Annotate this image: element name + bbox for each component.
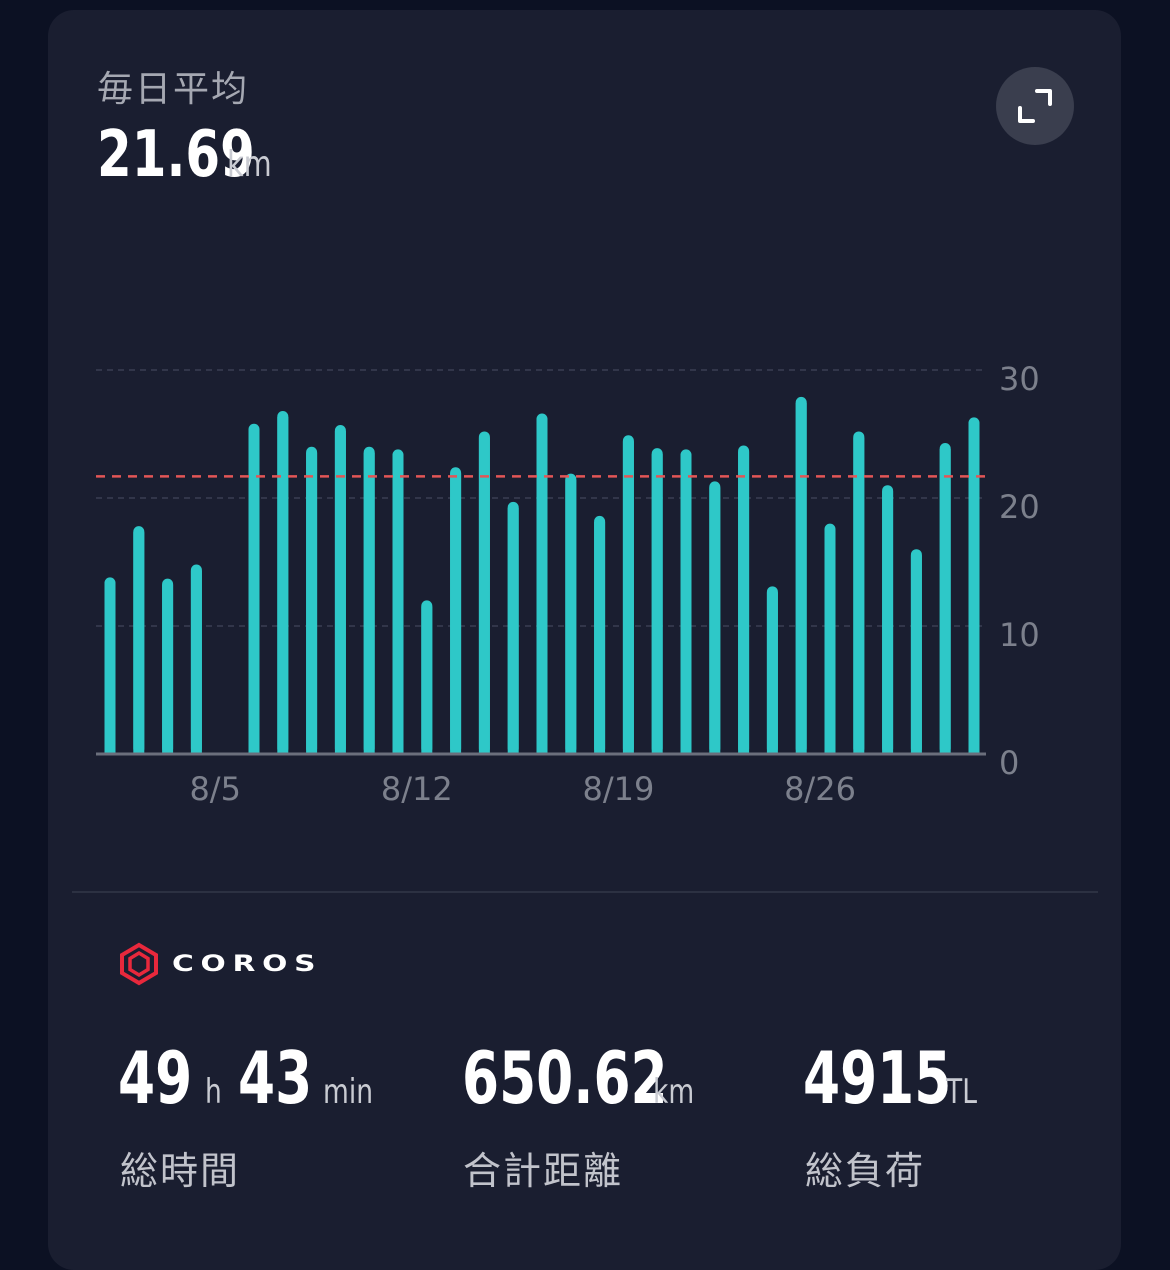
daily-average-label: 毎日平均 (97, 69, 250, 110)
total-distance-label: 合計距離 (463, 1149, 624, 1193)
bar (104, 583, 116, 754)
bar (536, 419, 548, 754)
x-tick-label: 8/19 (582, 770, 654, 808)
x-tick-label: 8/26 (784, 770, 856, 808)
expand-button[interactable] (996, 67, 1074, 145)
total-distance-unit: km (653, 1072, 695, 1112)
bar (795, 402, 807, 754)
bar (478, 437, 490, 754)
x-tick-label: 8/12 (381, 770, 453, 808)
total-load: 4915 TL (803, 1036, 986, 1120)
total-time-minutes: 43 (238, 1036, 313, 1120)
y-tick-label: 20 (999, 488, 1040, 526)
bar (565, 479, 577, 754)
bar (968, 423, 980, 754)
bar (622, 441, 634, 754)
brand: COROS (118, 942, 316, 986)
bar (651, 454, 663, 754)
expand-icon (1018, 89, 1052, 123)
bar (766, 592, 778, 754)
total-time-label: 総時間 (120, 1149, 241, 1193)
bar (910, 555, 922, 754)
bar (824, 529, 836, 754)
bar (277, 416, 289, 754)
bar (450, 473, 462, 754)
total-time-minutes-unit: min (323, 1072, 374, 1112)
daily-average: 21.69 km (97, 118, 283, 192)
bar (882, 491, 894, 754)
daily-distance-chart: 0 10 20 30 8/5 8/12 8/19 8/26 (96, 360, 1040, 808)
bar (190, 570, 202, 754)
bar (507, 507, 519, 754)
bar (709, 487, 721, 754)
bar (306, 452, 318, 754)
total-time-hours-unit: h (205, 1072, 222, 1112)
y-tick-label: 10 (999, 616, 1040, 654)
brand-name: COROS (172, 951, 323, 977)
bar (680, 455, 692, 754)
bar (853, 437, 865, 754)
total-time: 49 h 43 min (118, 1036, 387, 1120)
bar (162, 584, 174, 754)
y-tick-label: 30 (999, 360, 1040, 398)
bar (594, 521, 606, 754)
daily-average-unit: km (227, 144, 272, 185)
bar (334, 431, 346, 754)
total-load-unit: TL (946, 1072, 978, 1112)
total-load-value: 4915 (803, 1036, 952, 1120)
bar (133, 532, 145, 754)
bar (363, 452, 375, 754)
divider (72, 891, 1098, 893)
x-tick-label: 8/5 (189, 770, 241, 808)
bar (421, 606, 433, 754)
total-load-label: 総負荷 (805, 1149, 926, 1193)
total-distance-value: 650.62 (462, 1036, 668, 1120)
coros-logo-icon (120, 942, 158, 986)
bar (392, 455, 404, 754)
bar (738, 451, 750, 754)
total-time-hours: 49 (118, 1036, 193, 1120)
bar (939, 448, 951, 754)
y-tick-label: 0 (999, 744, 1019, 782)
bar (248, 429, 260, 754)
total-distance: 650.62 km (462, 1036, 706, 1120)
